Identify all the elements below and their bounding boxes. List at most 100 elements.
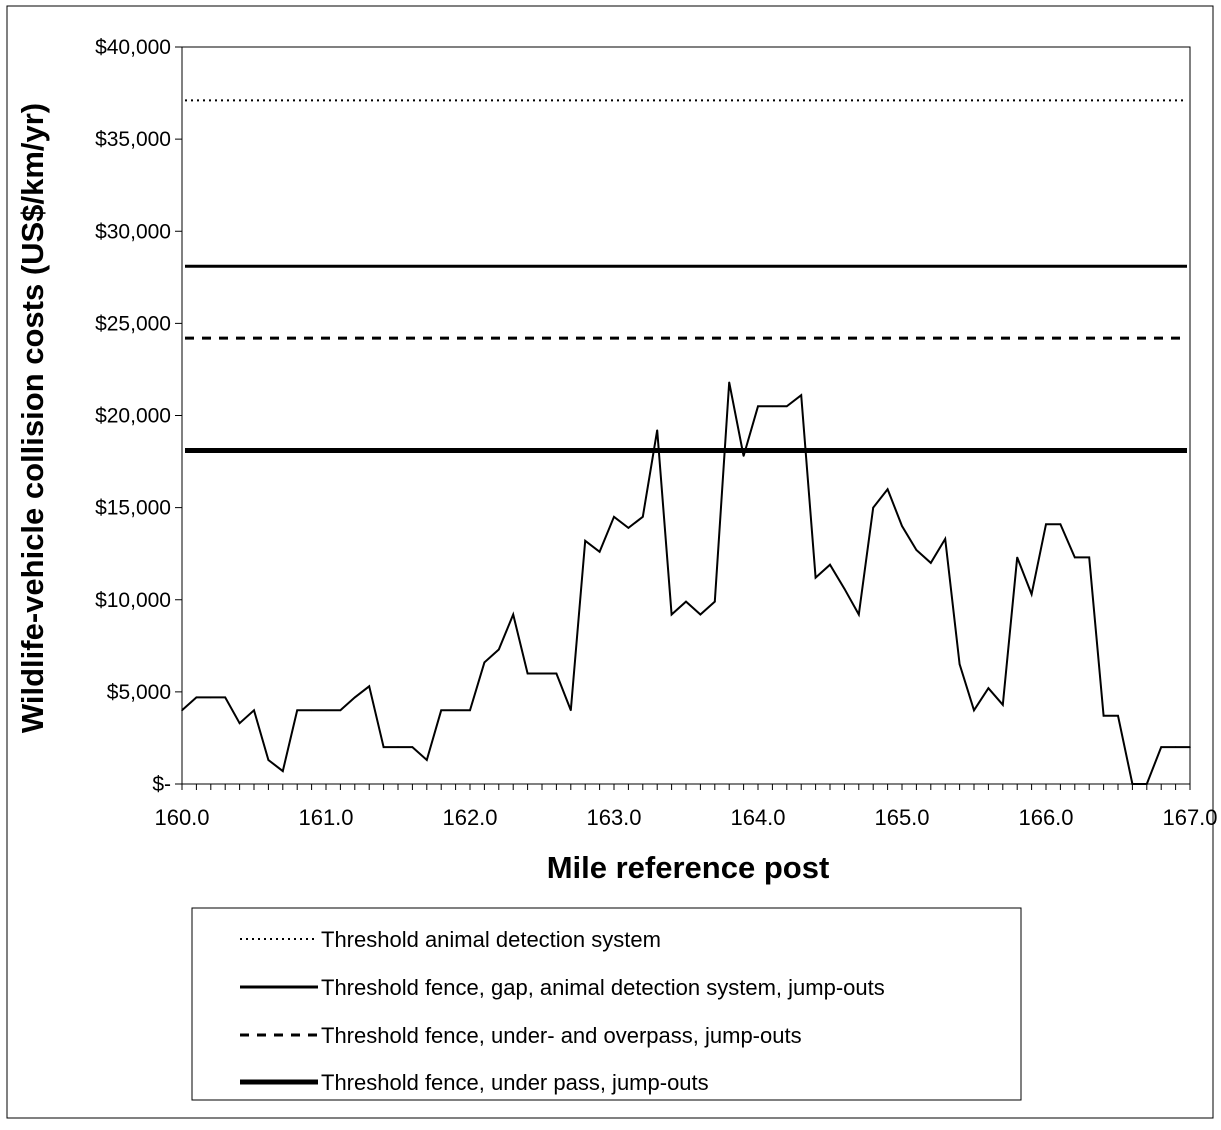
- data-point: [843, 587, 846, 590]
- data-point: [354, 696, 356, 699]
- data-point: [728, 381, 730, 384]
- data-point: [512, 613, 514, 616]
- x-tick-label: 162.0: [442, 805, 497, 830]
- legend-label-2: Threshold fence, gap, animal detection s…: [321, 975, 885, 1000]
- legend-label-4: Threshold fence, under pass, jump-outs: [321, 1070, 709, 1095]
- data-point: [872, 506, 874, 509]
- data-point: [1045, 523, 1047, 525]
- data-point: [210, 696, 212, 699]
- data-point: [930, 562, 932, 564]
- legend-item-4: Threshold fence, under pass, jump-outs: [240, 1070, 709, 1095]
- data-point: [483, 661, 486, 664]
- y-tick-label: $25,000: [95, 312, 171, 335]
- data-point: [397, 746, 399, 748]
- data-point: [858, 613, 860, 616]
- legend-item-3: Threshold fence, under- and overpass, ju…: [240, 1023, 802, 1048]
- data-point: [598, 551, 601, 553]
- data-point: [642, 516, 644, 518]
- data-point: [267, 759, 270, 761]
- data-point: [973, 709, 975, 712]
- data-point: [1016, 556, 1018, 559]
- legend-label-3: Threshold fence, under- and overpass, ju…: [321, 1023, 802, 1048]
- data-point: [224, 696, 226, 699]
- data-point: [670, 613, 673, 616]
- y-tick-label: $-: [152, 773, 171, 796]
- data-point: [1088, 556, 1090, 559]
- data-point: [555, 672, 558, 675]
- data-point: [1059, 523, 1062, 525]
- data-point: [339, 709, 342, 712]
- data-point: [757, 405, 759, 408]
- legend-label-1: Threshold animal detection system: [321, 927, 661, 952]
- y-tick-label: $10,000: [95, 589, 171, 612]
- data-point: [656, 429, 658, 432]
- y-tick-label: $30,000: [95, 220, 171, 243]
- data-point: [195, 696, 198, 699]
- data-point: [310, 709, 313, 712]
- data-point: [1002, 704, 1004, 706]
- data-point: [613, 516, 615, 518]
- data-point: [958, 663, 961, 665]
- data-point: [454, 709, 457, 712]
- y-axis-title: Wildlife-vehicle collision costs (US$/km…: [15, 103, 50, 733]
- data-point: [440, 709, 443, 712]
- axes: $- $5,000 $10,000 $15,000 $20,000 $25,000 $30,…: [95, 36, 1217, 830]
- data-point: [296, 709, 299, 712]
- data-point: [901, 525, 903, 527]
- data-point: [800, 394, 802, 397]
- legend: Threshold animal detection system Thresh…: [191, 907, 1022, 1101]
- data-point: [411, 746, 414, 748]
- data-point: [1117, 715, 1119, 717]
- data-point: [685, 600, 687, 603]
- y-tick-label: $15,000: [95, 497, 171, 520]
- data-point: [498, 648, 500, 651]
- data-point: [627, 527, 630, 529]
- x-tick-label: 167.0: [1162, 805, 1217, 830]
- data-point: [771, 405, 774, 408]
- data-point: [253, 709, 255, 712]
- data-point: [541, 672, 543, 675]
- data-point: [426, 759, 428, 761]
- data-point: [987, 687, 990, 689]
- data-point: [1174, 746, 1177, 748]
- legend-item-1: Threshold animal detection system: [240, 927, 661, 952]
- data-point: [526, 672, 529, 675]
- x-tick-label: 163.0: [586, 805, 641, 830]
- data-point: [915, 549, 918, 551]
- x-tick-label: 165.0: [874, 805, 929, 830]
- data-point: [829, 563, 831, 566]
- y-tick-label: $40,000: [95, 36, 171, 59]
- x-tick-label: 164.0: [730, 805, 785, 830]
- y-tick-label: $5,000: [107, 681, 171, 704]
- legend-item-2: Threshold fence, gap, animal detection s…: [240, 975, 885, 1000]
- data-point: [944, 538, 946, 540]
- data-point: [1074, 556, 1076, 559]
- x-tick-label: 166.0: [1018, 805, 1073, 830]
- data-point: [1102, 715, 1105, 717]
- data-point: [1160, 746, 1162, 748]
- data-point: [584, 540, 586, 542]
- data-point: [238, 722, 241, 724]
- plot-area: [181, 99, 1191, 785]
- data-point: [714, 600, 716, 603]
- x-tick-label: 161.0: [298, 805, 353, 830]
- data-point: [570, 709, 572, 712]
- x-tick-label: 160.0: [154, 805, 209, 830]
- data-point: [469, 709, 471, 712]
- data-point: [742, 455, 745, 457]
- data-point: [699, 613, 702, 616]
- legend-box: [191, 907, 1022, 1101]
- data-point: [382, 746, 385, 748]
- data-point: [886, 488, 889, 491]
- data-point: [1030, 593, 1033, 595]
- data-point: [282, 770, 284, 772]
- x-axis-title: Mile reference post: [547, 850, 830, 885]
- y-tick-label: $35,000: [95, 128, 171, 151]
- data-point: [325, 709, 327, 712]
- data-point: [814, 576, 817, 579]
- data-point: [368, 685, 371, 688]
- y-tick-label: $20,000: [95, 405, 171, 428]
- data-point: [786, 405, 788, 408]
